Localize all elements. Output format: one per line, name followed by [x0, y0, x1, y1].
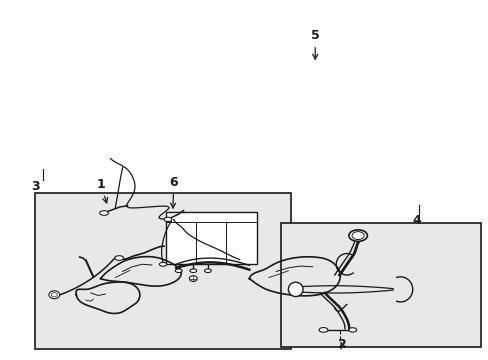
Ellipse shape — [319, 328, 327, 332]
Ellipse shape — [288, 282, 303, 297]
Ellipse shape — [51, 293, 57, 297]
Ellipse shape — [159, 262, 166, 266]
Text: 4: 4 — [412, 214, 421, 227]
Text: 3: 3 — [31, 180, 40, 193]
Bar — [35, 193, 290, 348]
Ellipse shape — [189, 276, 197, 282]
Ellipse shape — [100, 211, 108, 215]
Bar — [166, 212, 256, 264]
Text: 5: 5 — [310, 29, 319, 59]
Ellipse shape — [115, 256, 123, 260]
Ellipse shape — [163, 217, 171, 222]
Ellipse shape — [189, 269, 196, 273]
Ellipse shape — [175, 269, 182, 273]
Ellipse shape — [348, 328, 356, 332]
Ellipse shape — [351, 231, 364, 239]
Text: 2: 2 — [337, 338, 346, 351]
Ellipse shape — [204, 269, 211, 273]
Bar — [281, 223, 480, 347]
Ellipse shape — [49, 291, 60, 299]
Ellipse shape — [348, 230, 366, 241]
Text: 1: 1 — [96, 178, 107, 203]
Text: 6: 6 — [169, 176, 178, 208]
